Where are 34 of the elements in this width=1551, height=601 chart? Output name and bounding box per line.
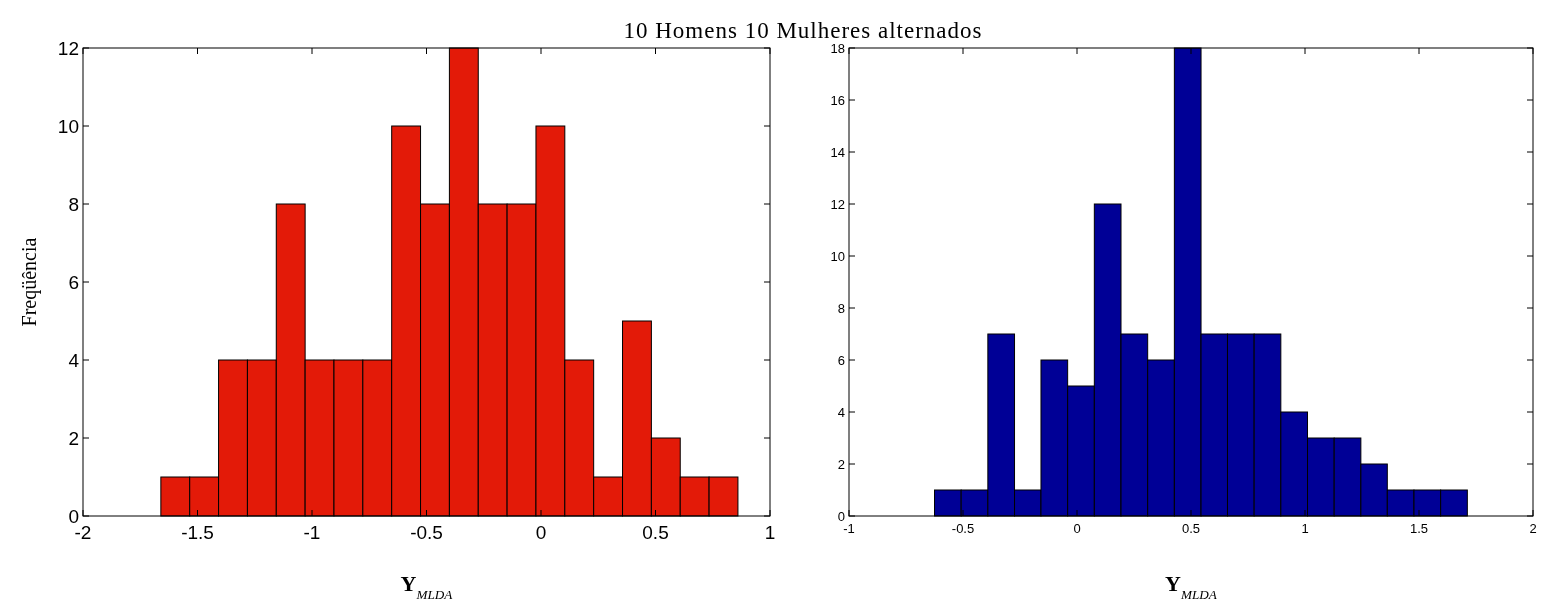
y-tick-label: 0 bbox=[837, 508, 845, 524]
x-tick-label: -1 bbox=[843, 521, 855, 536]
y-tick-label: 4 bbox=[68, 349, 80, 371]
y-tick-label: 10 bbox=[830, 248, 845, 264]
x-tick-label: -2 bbox=[74, 522, 92, 543]
x-tick-label: 1 bbox=[1301, 521, 1309, 536]
y-tick-label: 4 bbox=[837, 404, 845, 420]
y-tick-label: 12 bbox=[830, 196, 845, 212]
x-axis-title: Y$_{MLDA}$ bbox=[400, 571, 454, 601]
y-tick-label: 8 bbox=[68, 193, 79, 215]
x-tick-label: 1.5 bbox=[1409, 521, 1429, 536]
chart-title: 10 Homens 10 Mulheres alternados bbox=[623, 18, 983, 43]
x-tick-label: -0.5 bbox=[410, 522, 443, 543]
y-tick-label: 12 bbox=[57, 37, 79, 59]
y-tick-label: 8 bbox=[837, 300, 845, 316]
x-tick-label: -1 bbox=[303, 522, 321, 543]
x-tick-label: 0.5 bbox=[642, 522, 669, 543]
x-tick-label: 2 bbox=[1529, 521, 1537, 536]
y-tick-label: 10 bbox=[57, 115, 79, 137]
y-tick-label: 16 bbox=[830, 92, 845, 108]
y-tick-label: 6 bbox=[837, 352, 845, 368]
x-tick-label: 0 bbox=[1073, 521, 1081, 536]
y-tick-label: 6 bbox=[68, 271, 79, 293]
x-tick-label: 1 bbox=[764, 522, 776, 543]
y-tick-label: 18 bbox=[830, 40, 845, 56]
x-tick-label: 0 bbox=[535, 522, 547, 543]
x-tick-label: -1.5 bbox=[181, 522, 214, 543]
y-tick-label: 2 bbox=[68, 427, 79, 449]
y-tick-label: 14 bbox=[830, 144, 845, 160]
y-tick-label: 2 bbox=[837, 456, 845, 472]
x-tick-label: -0.5 bbox=[951, 521, 975, 536]
x-axis-title: Y$_{MLDA}$ bbox=[1165, 571, 1218, 601]
x-tick-label: 0.5 bbox=[1181, 521, 1201, 536]
y-axis-title: Freqüência bbox=[18, 237, 41, 327]
